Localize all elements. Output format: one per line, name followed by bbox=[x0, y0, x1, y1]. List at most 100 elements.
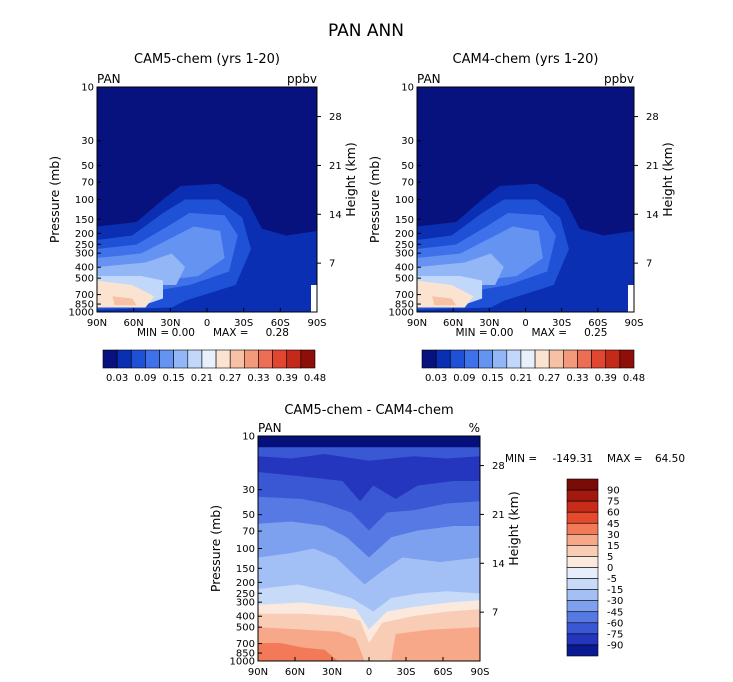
colorbar-box bbox=[244, 349, 259, 369]
colorbar-box bbox=[173, 349, 189, 369]
colorbar-label: 0.48 bbox=[304, 373, 326, 384]
panel-title: CAM5-chem (yrs 1-20) bbox=[134, 52, 280, 67]
x-tick-label: 30S bbox=[396, 667, 415, 678]
colorbar-box bbox=[102, 349, 118, 369]
colorbar-label: 5 bbox=[607, 552, 613, 563]
x-tick-label: 60N bbox=[285, 667, 305, 678]
colorbar-box bbox=[534, 349, 550, 369]
colorbar-box bbox=[464, 349, 479, 369]
colorbar-box bbox=[506, 349, 522, 369]
colorbar-label: 15 bbox=[607, 541, 620, 552]
colorbar-box bbox=[478, 349, 493, 369]
colorbar-label: -5 bbox=[607, 574, 617, 585]
variable-label: PAN bbox=[97, 72, 121, 86]
colorbar-box bbox=[159, 349, 174, 369]
x-tick-label: 90S bbox=[307, 318, 326, 329]
colorbar-label: 0.27 bbox=[538, 373, 560, 384]
min-value: -149.31 bbox=[552, 453, 593, 465]
colorbar-box bbox=[566, 534, 599, 546]
colorbar-box bbox=[421, 349, 437, 369]
y-tick-label: 1000 bbox=[230, 657, 255, 668]
contour-level bbox=[417, 280, 474, 308]
y-tick-label: 500 bbox=[236, 623, 255, 634]
colorbar-box bbox=[566, 644, 599, 657]
y-tick-label: 300 bbox=[395, 249, 414, 260]
y-tick-label: 100 bbox=[395, 195, 414, 206]
height-axis-title: Height (km) bbox=[660, 142, 675, 216]
x-tick-label: 60S bbox=[433, 667, 452, 678]
y-tick-label: 250 bbox=[75, 240, 94, 251]
x-tick-label: 0 bbox=[522, 318, 528, 329]
y-tick-label: 1000 bbox=[389, 308, 414, 319]
x-tick-label: 60S bbox=[271, 318, 290, 329]
colorbar-box bbox=[566, 500, 599, 513]
colorbar-label: -75 bbox=[607, 629, 623, 640]
colorbar-box bbox=[229, 349, 245, 369]
y-axis-title: Pressure (mb) bbox=[47, 156, 62, 243]
x-tick-label: 30S bbox=[234, 318, 253, 329]
y-tick-label: 850 bbox=[236, 649, 255, 660]
colorbar-label: -90 bbox=[607, 640, 623, 651]
contour-field bbox=[417, 87, 634, 312]
colorbar-box bbox=[286, 349, 302, 369]
contour-level bbox=[432, 296, 457, 306]
colorbar-label: -60 bbox=[607, 618, 623, 629]
height-axis-title: Height (km) bbox=[343, 142, 358, 216]
panel-cam5: CAM5-chem (yrs 1-20)PAN ppbv1030507010015… bbox=[47, 52, 358, 384]
y-tick-label: 50 bbox=[401, 161, 414, 172]
colorbar-box bbox=[591, 349, 607, 369]
x-tick-label: 0 bbox=[366, 667, 372, 678]
y-tick-label: 70 bbox=[401, 178, 414, 189]
y-tick-label: 30 bbox=[242, 485, 255, 496]
colorbar-label: 0.39 bbox=[595, 373, 617, 384]
height-tick-label: 28 bbox=[329, 112, 342, 123]
units-label: ppbv bbox=[604, 72, 634, 86]
height-tick-label: 21 bbox=[646, 161, 659, 172]
colorbar-label: 0.21 bbox=[510, 373, 532, 384]
colorbar-box bbox=[566, 611, 599, 624]
contour-level bbox=[258, 643, 338, 661]
colorbar-box bbox=[449, 349, 465, 369]
colorbar-label: 75 bbox=[607, 497, 620, 508]
x-tick-label: 60S bbox=[588, 318, 607, 329]
colorbar-box bbox=[548, 349, 564, 369]
panel-cam4: CAM4-chem (yrs 1-20)PAN ppbv1030507010015… bbox=[367, 52, 675, 384]
colorbar-box bbox=[566, 556, 599, 568]
y-tick-label: 100 bbox=[236, 544, 255, 555]
colorbar-box bbox=[145, 349, 160, 369]
colorbar-label: 0.09 bbox=[134, 373, 156, 384]
y-tick-label: 200 bbox=[75, 229, 94, 240]
x-tick-label: 60N bbox=[443, 318, 463, 329]
colorbar-label: -30 bbox=[607, 596, 623, 607]
max-value: 0.28 bbox=[266, 327, 289, 339]
figure-title: PAN ANN bbox=[328, 21, 404, 41]
x-tick-label: 30N bbox=[160, 318, 180, 329]
height-tick-label: 28 bbox=[492, 461, 505, 472]
min-label: MIN = bbox=[505, 453, 537, 465]
y-tick-label: 850 bbox=[75, 300, 94, 311]
colorbar-box bbox=[566, 633, 599, 646]
y-tick-label: 250 bbox=[236, 589, 255, 600]
y-tick-label: 100 bbox=[75, 195, 94, 206]
height-axis-title: Height (km) bbox=[506, 491, 521, 565]
y-tick-label: 1000 bbox=[69, 308, 94, 319]
x-tick-label: 0 bbox=[204, 318, 210, 329]
colorbar-box bbox=[566, 522, 599, 535]
panel-title: CAM5-chem - CAM4-chem bbox=[284, 403, 453, 418]
y-tick-label: 10 bbox=[242, 432, 255, 443]
y-tick-label: 300 bbox=[75, 249, 94, 260]
x-tick-label: 90S bbox=[470, 667, 489, 678]
y-axis-title: Pressure (mb) bbox=[367, 156, 382, 243]
y-tick-label: 30 bbox=[81, 136, 94, 147]
y-tick-label: 150 bbox=[75, 215, 94, 226]
missing-data-mask bbox=[628, 285, 634, 312]
height-tick-label: 7 bbox=[329, 259, 335, 270]
x-tick-label: 90S bbox=[624, 318, 643, 329]
colorbar-label: -45 bbox=[607, 607, 623, 618]
height-tick-label: 14 bbox=[329, 210, 342, 221]
max-value: 64.50 bbox=[655, 453, 685, 465]
colorbar-box bbox=[566, 511, 599, 524]
height-tick-label: 14 bbox=[492, 559, 505, 570]
